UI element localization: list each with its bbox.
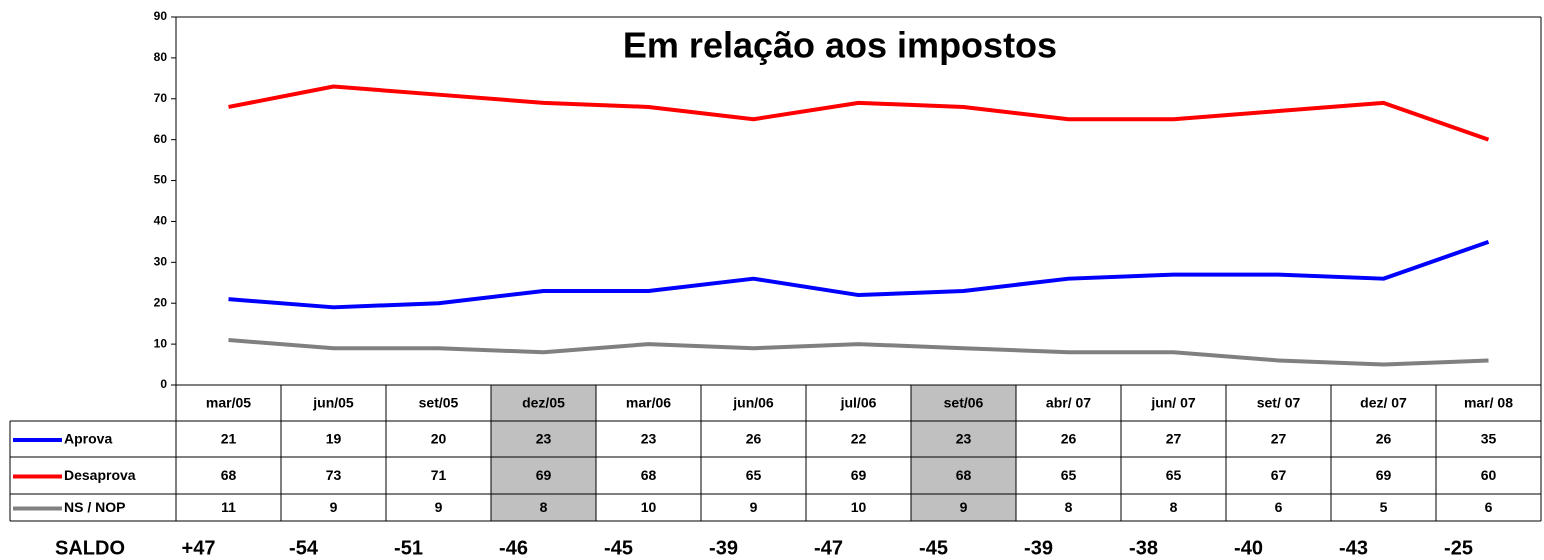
table-cell: 10	[641, 499, 657, 515]
saldo-value: +47	[182, 537, 216, 559]
saldo-value: -39	[1024, 537, 1053, 559]
y-tick-label: 30	[154, 255, 168, 269]
x-tick-label: abr/ 07	[1046, 395, 1091, 411]
x-tick-label: jul/06	[840, 395, 877, 411]
table-cell: 23	[536, 431, 552, 447]
table-cell: 69	[851, 467, 867, 483]
table-cell: 20	[431, 431, 447, 447]
x-tick-label: mar/05	[206, 395, 251, 411]
table-cell: 22	[851, 431, 867, 447]
table-cell: 73	[326, 467, 342, 483]
table-cell: 69	[536, 467, 552, 483]
table-cell: 27	[1271, 431, 1287, 447]
x-tick-label: jun/ 07	[1150, 395, 1196, 411]
series-line	[228, 240, 1490, 310]
table-cell: 69	[1376, 467, 1392, 483]
y-tick-label: 70	[154, 91, 168, 105]
table-cell: 23	[641, 431, 657, 447]
saldo-label: SALDO	[55, 537, 125, 559]
table-cell: 19	[326, 431, 342, 447]
table-cell: 68	[956, 467, 972, 483]
y-tick-label: 80	[154, 50, 168, 64]
x-tick-label: mar/06	[626, 395, 671, 411]
table-cell: 8	[1170, 499, 1178, 515]
table-cell: 9	[435, 499, 443, 515]
y-tick-label: 40	[154, 214, 168, 228]
x-tick-label: mar/ 08	[1464, 395, 1513, 411]
y-tick-label: 0	[160, 377, 167, 391]
table-cell: 60	[1481, 467, 1497, 483]
table-cell: 65	[746, 467, 762, 483]
y-tick-label: 60	[154, 132, 168, 146]
legend-label: NS / NOP	[64, 499, 125, 515]
series-line	[228, 84, 1490, 142]
table-cell: 8	[1065, 499, 1073, 515]
x-tick-label: dez/ 07	[1360, 395, 1407, 411]
table-cell: 8	[540, 499, 548, 515]
saldo-value: -25	[1444, 537, 1473, 559]
table-cell: 26	[1376, 431, 1392, 447]
saldo-value: -38	[1129, 537, 1158, 559]
table-cell: 21	[221, 431, 237, 447]
table-cell: 35	[1481, 431, 1497, 447]
table-cell: 10	[851, 499, 867, 515]
table-cell: 9	[750, 499, 758, 515]
table-cell: 26	[746, 431, 762, 447]
table-cell: 71	[431, 467, 447, 483]
highlight-column	[911, 385, 1016, 521]
table-cell: 65	[1166, 467, 1182, 483]
x-tick-label: set/06	[944, 395, 984, 411]
table-cell: 6	[1275, 499, 1283, 515]
table-cell: 27	[1166, 431, 1182, 447]
table-cell: 9	[960, 499, 968, 515]
legend-label: Desaprova	[64, 467, 136, 483]
saldo-value: -40	[1234, 537, 1263, 559]
table-cell: 68	[221, 467, 237, 483]
saldo-value: -39	[709, 537, 738, 559]
table-cell: 65	[1061, 467, 1077, 483]
table-cell: 67	[1271, 467, 1287, 483]
table-cell: 11	[221, 499, 236, 515]
y-tick-label: 20	[154, 295, 168, 309]
saldo-value: -45	[919, 537, 948, 559]
chart-title: Em relação aos impostos	[623, 25, 1057, 66]
table-cell: 26	[1061, 431, 1077, 447]
y-tick-label: 90	[154, 9, 168, 23]
x-tick-label: set/05	[419, 395, 459, 411]
table-cell: 6	[1485, 499, 1493, 515]
y-tick-label: 50	[154, 173, 168, 187]
x-tick-label: set/ 07	[1257, 395, 1301, 411]
saldo-value: -51	[394, 537, 423, 559]
highlight-column	[491, 385, 596, 521]
table-cell: 68	[641, 467, 657, 483]
table-cell: 23	[956, 431, 972, 447]
table-cell: 9	[330, 499, 338, 515]
y-tick-label: 10	[154, 336, 168, 350]
legend-label: Aprova	[64, 431, 112, 447]
saldo-value: -43	[1339, 537, 1368, 559]
x-tick-label: jun/05	[312, 395, 354, 411]
table-cell: 5	[1380, 499, 1388, 515]
saldo-value: -45	[604, 537, 633, 559]
x-tick-label: jun/06	[732, 395, 774, 411]
saldo-value: -47	[814, 537, 843, 559]
saldo-value: -54	[289, 537, 319, 559]
x-tick-label: dez/05	[522, 395, 565, 411]
saldo-value: -46	[499, 537, 528, 559]
series-line	[228, 338, 1489, 367]
